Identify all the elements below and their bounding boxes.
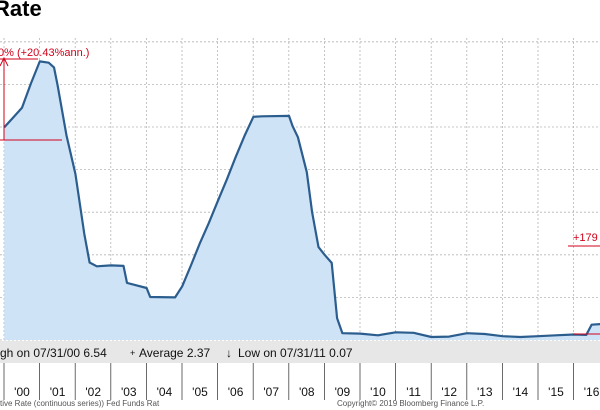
high-annotation: 0% (+20.43%ann.) <box>0 47 89 141</box>
series-line <box>3 60 600 339</box>
x-axis-ticks: '00 '01 '02 '03 '04 '05 '06 '07 '08 '09 '10 '11 '12 '… <box>3 363 600 400</box>
average-glyph-icon: + <box>130 348 135 358</box>
legend-bar: gh on 07/31/00 6.54 + Average 2.37 ↓ Low… <box>0 341 600 363</box>
x-tick-label: '04 <box>157 385 173 399</box>
x-tick-label: '13 <box>477 385 493 399</box>
footer-source: tive Rate (continuous series)) Fed Funds… <box>0 399 160 408</box>
x-tick-label: '11 <box>406 385 421 399</box>
x-tick-label: '08 <box>299 385 315 399</box>
x-tick-label: '15 <box>548 385 564 399</box>
right-annotation: +179 <box>568 232 600 335</box>
x-tick-label: '12 <box>441 385 457 399</box>
right-annotation-label: +179 <box>573 232 598 244</box>
high-annotation-label: 0% (+20.43%ann.) <box>0 47 89 59</box>
chart-title: Rate <box>0 0 42 21</box>
series-area <box>4 61 600 340</box>
x-tick-label: '14 <box>513 385 529 399</box>
x-tick-label: '01 <box>50 385 66 399</box>
low-arrow-icon: ↓ <box>226 346 232 360</box>
legend-low: Low on 07/31/11 0.07 <box>238 346 353 360</box>
x-tick-label: '03 <box>121 385 137 399</box>
x-tick-label: '06 <box>228 385 244 399</box>
x-tick-label: '16 <box>584 385 600 399</box>
legend-background <box>0 341 600 363</box>
x-tick-label: '02 <box>85 385 101 399</box>
x-tick-label: '05 <box>192 385 208 399</box>
x-tick-label: '07 <box>263 385 279 399</box>
footer-copyright: Copyright© 2019 Bloomberg Finance L.P. <box>337 399 484 408</box>
legend-high: gh on 07/31/00 6.54 <box>0 346 107 360</box>
x-tick-label: '09 <box>335 385 351 399</box>
x-tick-label: '00 <box>14 385 30 399</box>
legend-average: Average 2.37 <box>139 346 210 360</box>
x-tick-label: '10 <box>370 385 386 399</box>
arrow-up-icon <box>0 56 9 67</box>
